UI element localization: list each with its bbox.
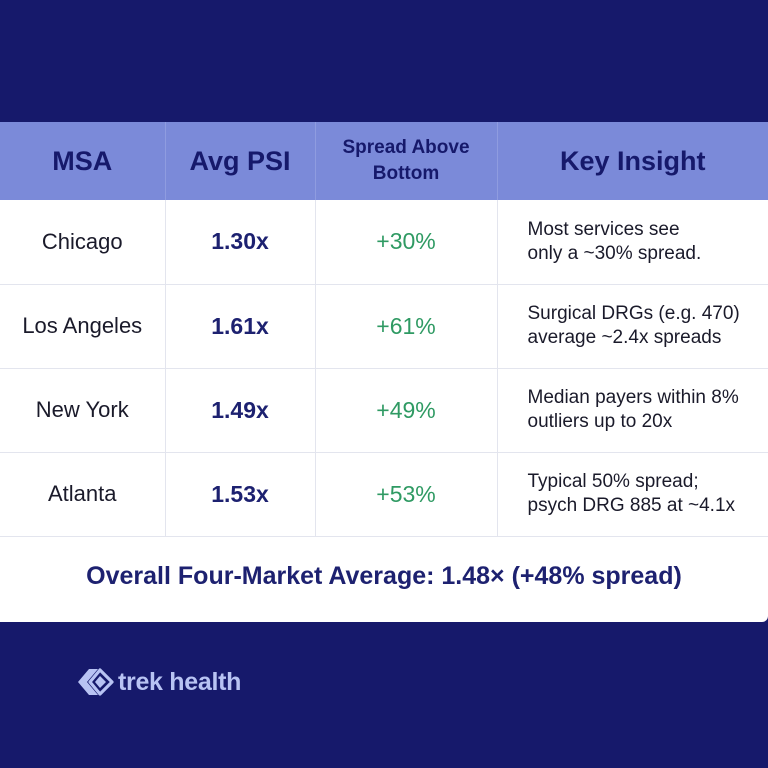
trek-health-logo-icon xyxy=(78,668,114,696)
spread-cell: +61% xyxy=(315,284,498,369)
msa-cell: Chicago xyxy=(0,200,166,285)
avg-psi-cell: 1.49x xyxy=(165,368,316,453)
insight-cell: Median payers within 8% outliers up to 2… xyxy=(497,368,768,453)
trek-health-logo: trek health xyxy=(76,666,241,698)
table-row: Chicago 1.30x +30% Most services see onl… xyxy=(0,200,768,285)
insight-line-2: only a ~30% spread. xyxy=(527,242,702,264)
header-spread-line1: Spread Above xyxy=(342,137,470,158)
insight-cell: Most services see only a ~30% spread. xyxy=(497,200,768,285)
spread-cell: +49% xyxy=(315,368,498,453)
msa-cell: Los Angeles xyxy=(0,284,166,369)
table-row: New York 1.49x +49% Median payers within… xyxy=(0,368,768,453)
insight-line-2: psych DRG 885 at ~4.1x xyxy=(527,495,736,516)
header-avg-psi: Avg PSI xyxy=(165,122,316,200)
psi-table-card: MSA Avg PSI Spread Above Bottom Key Insi… xyxy=(0,122,768,622)
insight-line-1: Median payers within 8% xyxy=(527,387,739,408)
header-msa: MSA xyxy=(0,122,166,200)
brand-name: trek health xyxy=(118,667,242,696)
header-key-insight: Key Insight xyxy=(559,145,706,176)
table-header-row: MSA Avg PSI Spread Above Bottom Key Insi… xyxy=(0,122,768,200)
insight-cell: Typical 50% spread; psych DRG 885 at ~4.… xyxy=(497,452,768,537)
table-row: Los Angeles 1.61x +61% Surgical DRGs (e.… xyxy=(0,284,768,369)
spread-cell: +53% xyxy=(315,452,498,537)
header-spread-line2: Bottom xyxy=(372,163,440,184)
avg-psi-cell: 1.61x xyxy=(165,284,316,369)
insight-line-1: Most services see xyxy=(527,218,680,240)
msa-cell: New York xyxy=(0,368,166,453)
insight-line-2: average ~2.4x spreads xyxy=(527,327,722,348)
avg-psi-cell: 1.53x xyxy=(165,452,316,537)
insight-line-1: Typical 50% spread; xyxy=(527,471,699,492)
avg-psi-cell: 1.30x xyxy=(165,200,316,285)
insight-line-1: Surgical DRGs (e.g. 470) xyxy=(527,303,740,324)
insight-line-2: outliers up to 20x xyxy=(527,411,673,432)
insight-cell: Surgical DRGs (e.g. 470) average ~2.4x s… xyxy=(497,284,768,369)
overall-average-summary: Overall Four-Market Average: 1.48× (+48%… xyxy=(86,562,682,590)
msa-cell: Atlanta xyxy=(0,452,166,537)
table-row: Atlanta 1.53x +53% Typical 50% spread; p… xyxy=(0,452,768,537)
spread-cell: +30% xyxy=(315,200,498,285)
psi-table: MSA Avg PSI Spread Above Bottom Key Insi… xyxy=(0,122,768,537)
header-spread: Spread Above Bottom xyxy=(315,122,498,200)
